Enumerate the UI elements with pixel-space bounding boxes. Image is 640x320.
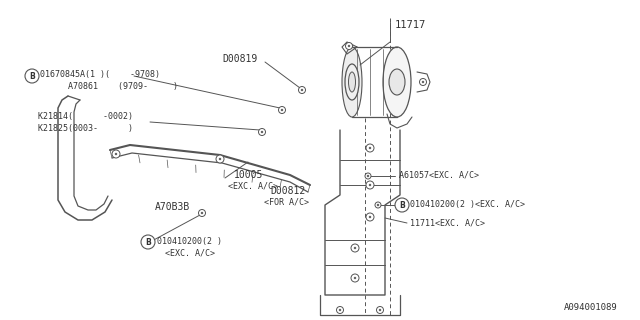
Circle shape	[339, 309, 341, 311]
Circle shape	[365, 173, 371, 179]
Circle shape	[219, 158, 221, 160]
Circle shape	[141, 235, 155, 249]
Circle shape	[112, 150, 120, 158]
Circle shape	[354, 247, 356, 249]
Circle shape	[377, 204, 379, 206]
Circle shape	[281, 109, 283, 111]
Circle shape	[379, 309, 381, 311]
Text: A094001089: A094001089	[564, 303, 618, 312]
Circle shape	[419, 78, 426, 85]
Circle shape	[298, 86, 305, 93]
Text: <EXC. A/C>: <EXC. A/C>	[228, 181, 278, 190]
Circle shape	[366, 181, 374, 189]
Text: B: B	[145, 237, 151, 246]
Text: A61057<EXC. A/C>: A61057<EXC. A/C>	[399, 170, 479, 179]
Text: 01670845A(1 )(    -9708): 01670845A(1 )( -9708)	[40, 70, 160, 79]
Circle shape	[354, 277, 356, 279]
Text: A70B3B: A70B3B	[155, 202, 190, 212]
Text: <FOR A/C>: <FOR A/C>	[264, 197, 309, 206]
Circle shape	[115, 153, 117, 155]
Circle shape	[348, 45, 350, 47]
Circle shape	[25, 69, 39, 83]
Ellipse shape	[342, 47, 362, 117]
Circle shape	[259, 129, 266, 135]
Text: A70861    (9709-     ): A70861 (9709- )	[68, 82, 178, 91]
Ellipse shape	[345, 64, 359, 100]
Text: 11717: 11717	[395, 20, 426, 30]
Text: B: B	[399, 201, 405, 210]
Circle shape	[261, 131, 263, 133]
Circle shape	[367, 175, 369, 177]
Text: D00812: D00812	[270, 186, 305, 196]
Text: 010410200(2 ): 010410200(2 )	[157, 237, 222, 246]
Circle shape	[201, 212, 203, 214]
Ellipse shape	[389, 69, 405, 95]
Circle shape	[198, 210, 205, 217]
Circle shape	[369, 216, 371, 218]
Circle shape	[422, 81, 424, 83]
Circle shape	[375, 202, 381, 208]
Circle shape	[351, 274, 359, 282]
Circle shape	[337, 307, 344, 314]
Circle shape	[369, 184, 371, 186]
Circle shape	[376, 307, 383, 314]
Text: K21814(      -0002): K21814( -0002)	[38, 112, 133, 121]
Text: B: B	[29, 71, 35, 81]
Circle shape	[395, 198, 409, 212]
Circle shape	[366, 144, 374, 152]
Circle shape	[369, 147, 371, 149]
Ellipse shape	[349, 72, 355, 92]
Ellipse shape	[383, 47, 411, 117]
Text: 010410200(2 )<EXC. A/C>: 010410200(2 )<EXC. A/C>	[410, 200, 525, 209]
Text: 10005: 10005	[234, 170, 264, 180]
Text: K21825(0003-      ): K21825(0003- )	[38, 124, 133, 133]
Circle shape	[346, 43, 353, 50]
Circle shape	[351, 244, 359, 252]
Circle shape	[366, 213, 374, 221]
Circle shape	[278, 107, 285, 114]
Text: 11711<EXC. A/C>: 11711<EXC. A/C>	[410, 218, 485, 227]
Circle shape	[301, 89, 303, 91]
Circle shape	[216, 155, 224, 163]
Text: <EXC. A/C>: <EXC. A/C>	[165, 249, 215, 258]
Text: D00819: D00819	[222, 54, 257, 64]
